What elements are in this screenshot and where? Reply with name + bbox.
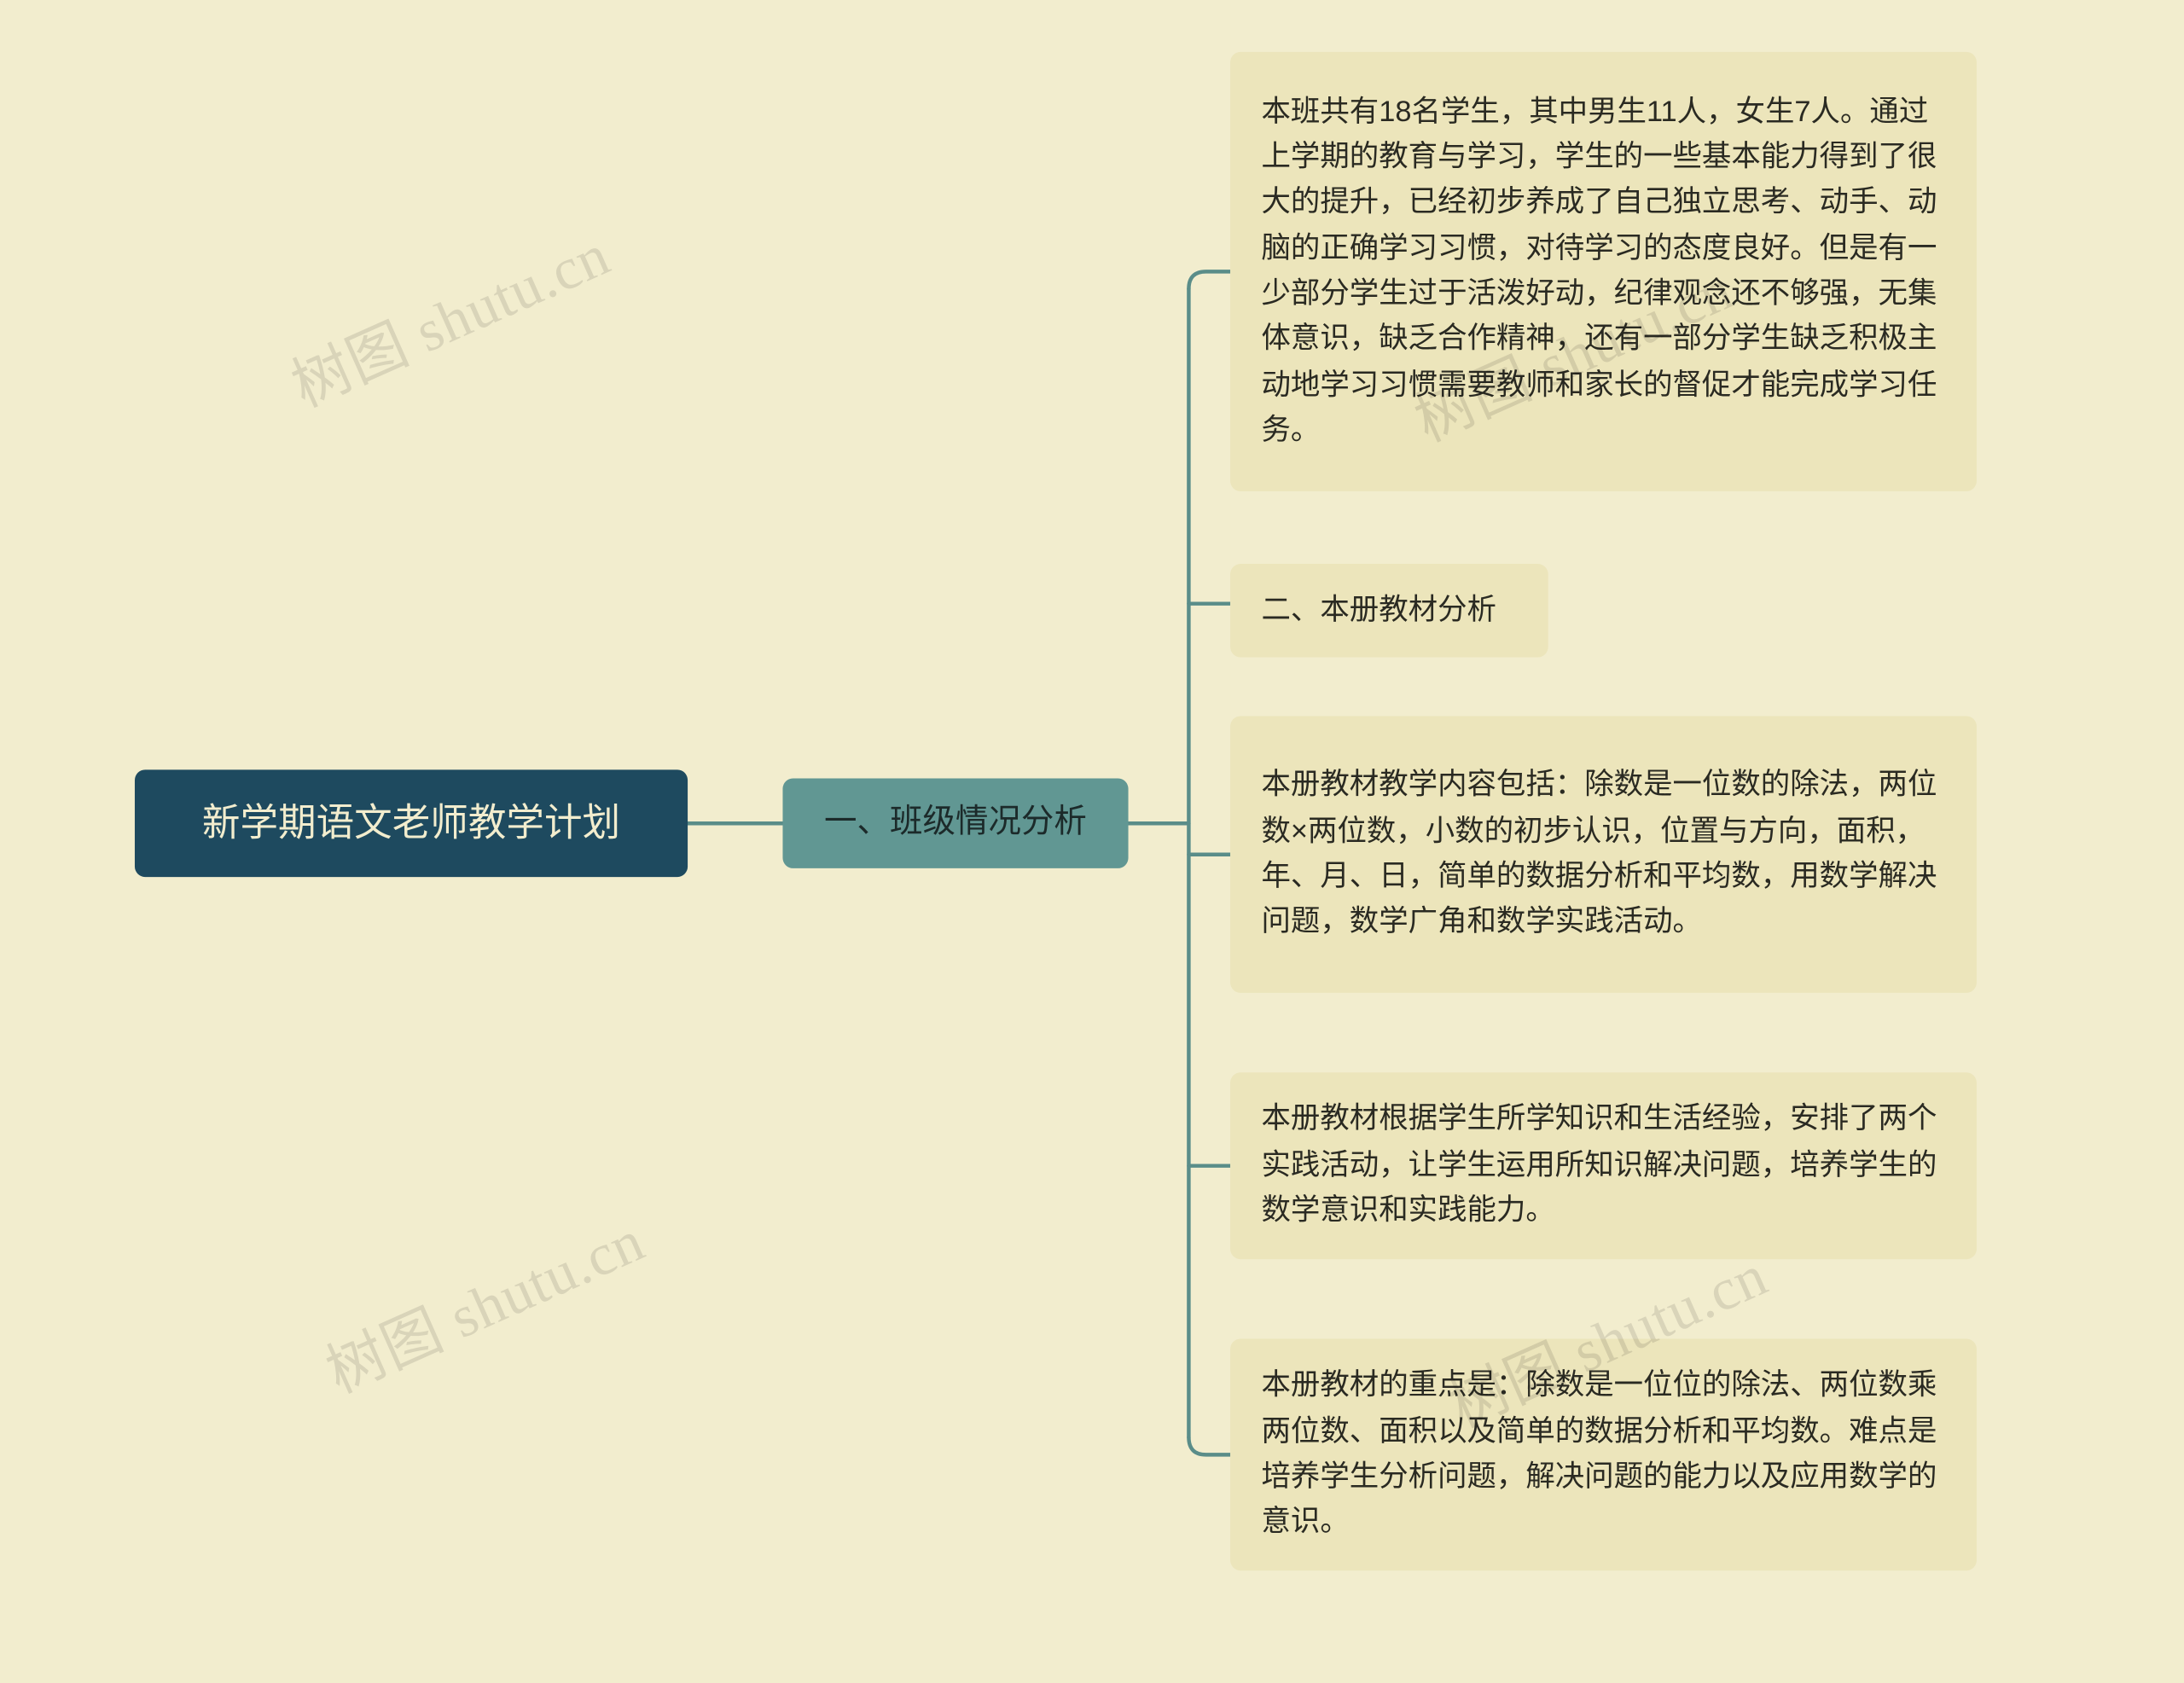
canvas: 新学期语文老师教学计划 一、班级情况分析 本班共有18名学生，其中男生11人，女… <box>0 0 2184 1683</box>
leaf-focus-label: 本册教材的重点是：除数是一位位的除法、两位数乘两位数、面积以及简单的数据分析和平… <box>1261 1364 1945 1547</box>
leaf-focus[interactable]: 本册教材的重点是：除数是一位位的除法、两位数乘两位数、面积以及简单的数据分析和平… <box>1230 1338 1977 1570</box>
leaf-practice-label: 本册教材根据学生所学知识和生活经验，安排了两个实践活动，让学生运用所知识解决问题… <box>1261 1098 1945 1234</box>
watermark: 树图 shutu.cn <box>276 208 621 424</box>
root-label: 新学期语文老师教学计划 <box>202 794 620 853</box>
root-node[interactable]: 新学期语文老师教学计划 <box>135 769 688 877</box>
leaf-textbook-heading[interactable]: 二、本册教材分析 <box>1230 564 1548 658</box>
leaf-class-status[interactable]: 本班共有18名学生，其中男生11人，女生7人。通过上学期的教育与学习，学生的一些… <box>1230 52 1977 491</box>
level1-node-class-analysis[interactable]: 一、班级情况分析 <box>782 778 1128 868</box>
watermark: 树图 shutu.cn <box>311 1193 656 1409</box>
mindmap-stage: 新学期语文老师教学计划 一、班级情况分析 本班共有18名学生，其中男生11人，女… <box>0 0 2184 1683</box>
level1-label: 一、班级情况分析 <box>824 798 1087 849</box>
leaf-textbook-content-label: 本册教材教学内容包括：除数是一位数的除法，两位数×两位数，小数的初步认识，位置与… <box>1261 763 1945 946</box>
leaf-textbook-content[interactable]: 本册教材教学内容包括：除数是一位数的除法，两位数×两位数，小数的初步认识，位置与… <box>1230 716 1977 992</box>
leaf-class-status-label: 本班共有18名学生，其中男生11人，女生7人。通过上学期的教育与学习，学生的一些… <box>1261 90 1945 454</box>
leaf-practice[interactable]: 本册教材根据学生所学知识和生活经验，安排了两个实践活动，让学生运用所知识解决问题… <box>1230 1072 1977 1259</box>
leaf-textbook-heading-label: 二、本册教材分析 <box>1261 588 1517 633</box>
